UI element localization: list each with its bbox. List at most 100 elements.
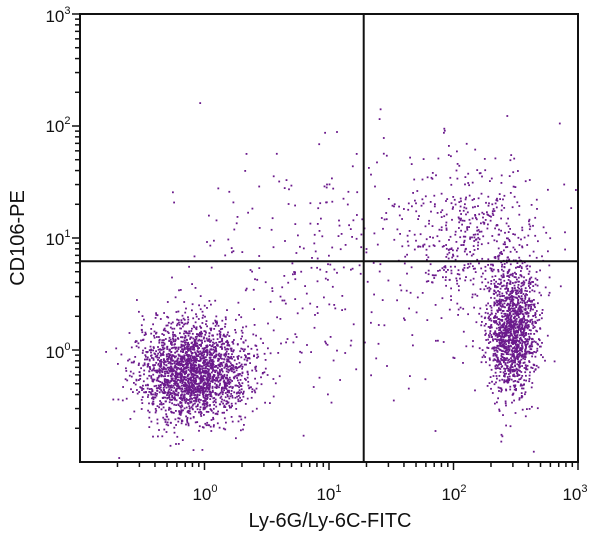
data-point xyxy=(433,205,436,208)
data-point xyxy=(457,314,459,316)
data-point xyxy=(516,345,518,347)
data-point xyxy=(437,157,440,160)
data-point xyxy=(224,428,227,431)
data-point xyxy=(507,316,510,319)
data-point xyxy=(517,276,520,279)
data-point xyxy=(161,391,164,393)
data-point xyxy=(226,347,229,350)
data-point xyxy=(195,368,198,371)
data-point xyxy=(450,155,452,158)
data-point xyxy=(158,365,161,368)
data-point xyxy=(489,341,492,343)
data-point xyxy=(137,346,140,349)
data-point xyxy=(151,397,153,400)
data-point xyxy=(510,314,513,317)
data-point xyxy=(516,351,518,354)
data-point xyxy=(217,354,220,356)
data-point xyxy=(204,315,206,318)
data-point xyxy=(476,229,479,232)
data-point xyxy=(215,369,218,372)
data-point xyxy=(478,262,480,265)
data-point xyxy=(163,385,166,388)
data-point xyxy=(247,380,250,383)
data-point xyxy=(504,402,507,405)
data-point xyxy=(499,327,501,330)
data-point xyxy=(178,372,181,375)
data-point xyxy=(563,183,566,186)
data-point xyxy=(223,379,226,382)
data-point xyxy=(163,380,166,383)
data-point xyxy=(501,341,504,343)
data-point xyxy=(520,358,523,361)
data-point xyxy=(227,348,230,351)
data-point xyxy=(437,270,439,272)
data-point xyxy=(204,372,207,375)
data-point xyxy=(503,336,505,338)
data-point xyxy=(519,312,522,315)
data-point xyxy=(497,290,499,292)
data-point xyxy=(512,185,515,188)
data-point xyxy=(517,308,520,311)
data-point xyxy=(192,392,195,395)
data-point xyxy=(283,187,286,189)
data-point xyxy=(120,353,123,356)
data-point xyxy=(220,343,223,346)
data-point xyxy=(488,364,491,367)
data-point xyxy=(147,364,149,367)
data-point xyxy=(529,283,532,285)
data-point xyxy=(178,289,180,292)
data-point xyxy=(174,375,177,378)
data-point xyxy=(181,382,184,385)
data-point xyxy=(519,361,522,364)
data-point xyxy=(513,157,516,160)
data-point xyxy=(513,284,516,287)
data-point xyxy=(205,351,208,353)
data-point xyxy=(230,350,233,352)
data-point xyxy=(203,330,206,332)
data-point xyxy=(519,370,521,372)
data-point xyxy=(503,345,505,347)
data-point xyxy=(462,269,465,272)
data-point xyxy=(514,384,517,387)
data-point xyxy=(518,349,521,352)
data-point xyxy=(428,245,431,248)
data-point xyxy=(187,362,190,365)
data-point xyxy=(441,297,444,300)
data-point xyxy=(503,359,506,361)
data-point xyxy=(283,299,286,302)
data-point xyxy=(214,382,216,385)
data-point xyxy=(505,343,507,346)
data-point xyxy=(180,373,183,375)
data-point xyxy=(431,281,433,284)
data-point xyxy=(511,351,514,353)
data-point xyxy=(177,417,180,420)
data-point xyxy=(165,324,168,327)
data-point xyxy=(277,352,280,354)
data-point xyxy=(145,384,147,387)
data-point xyxy=(517,286,519,289)
data-point xyxy=(480,315,483,318)
data-point xyxy=(503,263,506,265)
data-point xyxy=(226,342,229,345)
data-point xyxy=(491,380,493,383)
data-point xyxy=(506,332,509,334)
data-point xyxy=(187,354,190,356)
data-point xyxy=(383,218,386,221)
data-point xyxy=(170,357,173,360)
data-point xyxy=(226,339,229,342)
data-point xyxy=(403,319,406,321)
data-point xyxy=(494,275,497,277)
data-point xyxy=(513,347,516,349)
data-point xyxy=(236,377,238,379)
data-point xyxy=(505,331,508,334)
data-point xyxy=(180,397,182,399)
data-point xyxy=(348,224,350,227)
data-point xyxy=(221,393,224,396)
data-point xyxy=(240,391,242,394)
data-point xyxy=(519,305,521,307)
data-point xyxy=(510,154,513,156)
data-point xyxy=(518,355,520,358)
data-point xyxy=(564,248,566,251)
data-point xyxy=(236,385,239,387)
data-point xyxy=(141,331,144,334)
